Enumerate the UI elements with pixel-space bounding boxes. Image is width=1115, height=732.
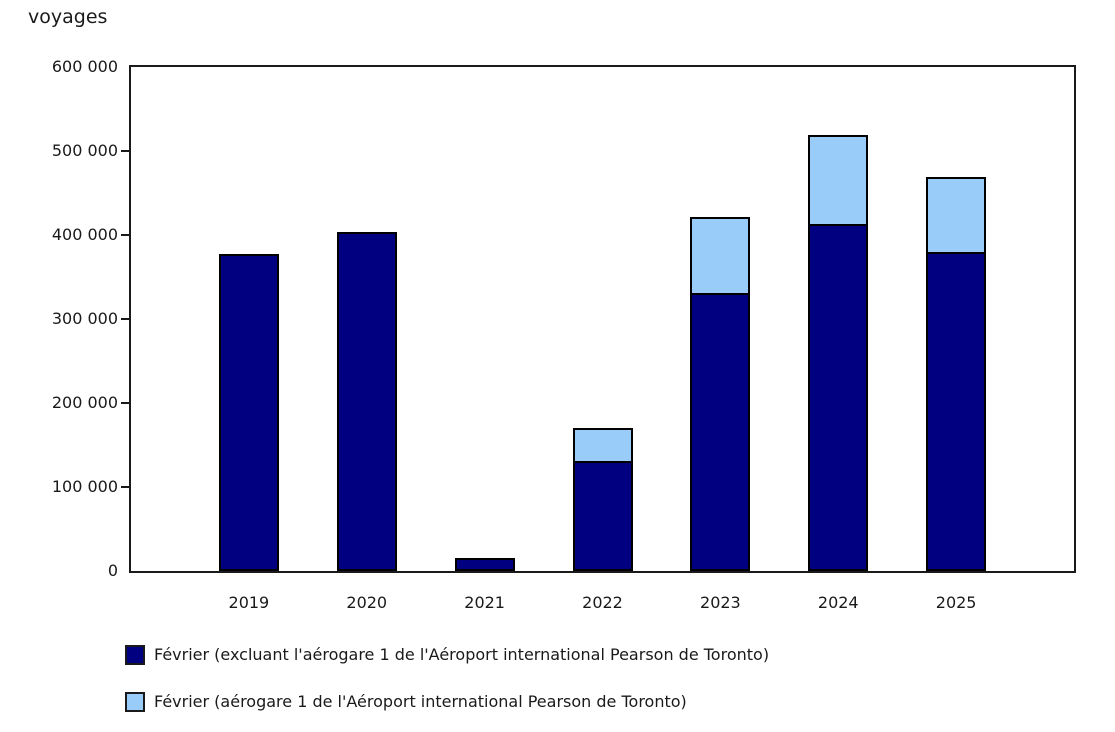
bar-2023-light <box>690 217 751 295</box>
bar-2020-dark <box>336 232 397 571</box>
bar-2022-light <box>572 428 633 463</box>
plot-area <box>129 65 1076 573</box>
y-axis-unit-label: voyages <box>28 6 108 28</box>
bar-2019-dark <box>218 254 279 571</box>
y-axis-tick-label: 600 000 <box>51 57 118 76</box>
bar-2021-dark <box>454 558 515 571</box>
x-axis-label-2024: 2024 <box>817 593 859 612</box>
bar-2023-dark <box>690 293 751 571</box>
x-axis-label-2025: 2025 <box>935 593 977 612</box>
legend-swatch-dark <box>125 645 145 665</box>
y-axis-tick-label: 300 000 <box>51 309 118 328</box>
legend-swatch-light <box>125 692 145 712</box>
bar-2024-light <box>808 135 869 226</box>
y-axis-tick-label: 400 000 <box>51 225 118 244</box>
bar-2025-dark <box>926 252 987 571</box>
y-axis-tick-label: 0 <box>107 561 118 580</box>
y-axis-tick-label: 200 000 <box>51 393 118 412</box>
x-axis-label-2022: 2022 <box>582 593 623 612</box>
y-axis-tick <box>121 234 129 236</box>
y-axis-tick-label: 500 000 <box>51 141 118 160</box>
y-axis-tick <box>121 486 129 488</box>
bar-2024-dark <box>808 224 869 571</box>
bar-2025-light <box>926 177 987 254</box>
y-axis-tick <box>121 402 129 404</box>
legend-label: Février (aérogare 1 de l'Aéroport intern… <box>154 692 687 711</box>
legend-label: Février (excluant l'aérogare 1 de l'Aéro… <box>154 645 770 664</box>
legend-item-t1: Février (aérogare 1 de l'Aéroport intern… <box>125 691 687 713</box>
x-axis-label-2021: 2021 <box>464 593 505 612</box>
y-axis-tick <box>121 150 129 152</box>
x-axis-label-2020: 2020 <box>346 593 388 612</box>
y-axis-tick-label: 100 000 <box>51 477 118 496</box>
x-axis-label-2019: 2019 <box>228 593 270 612</box>
x-axis-label-2023: 2023 <box>700 593 741 612</box>
legend-item-excluding-t1: Février (excluant l'aérogare 1 de l'Aéro… <box>125 644 769 666</box>
bar-2022-dark <box>572 461 633 571</box>
y-axis-tick <box>121 318 129 320</box>
